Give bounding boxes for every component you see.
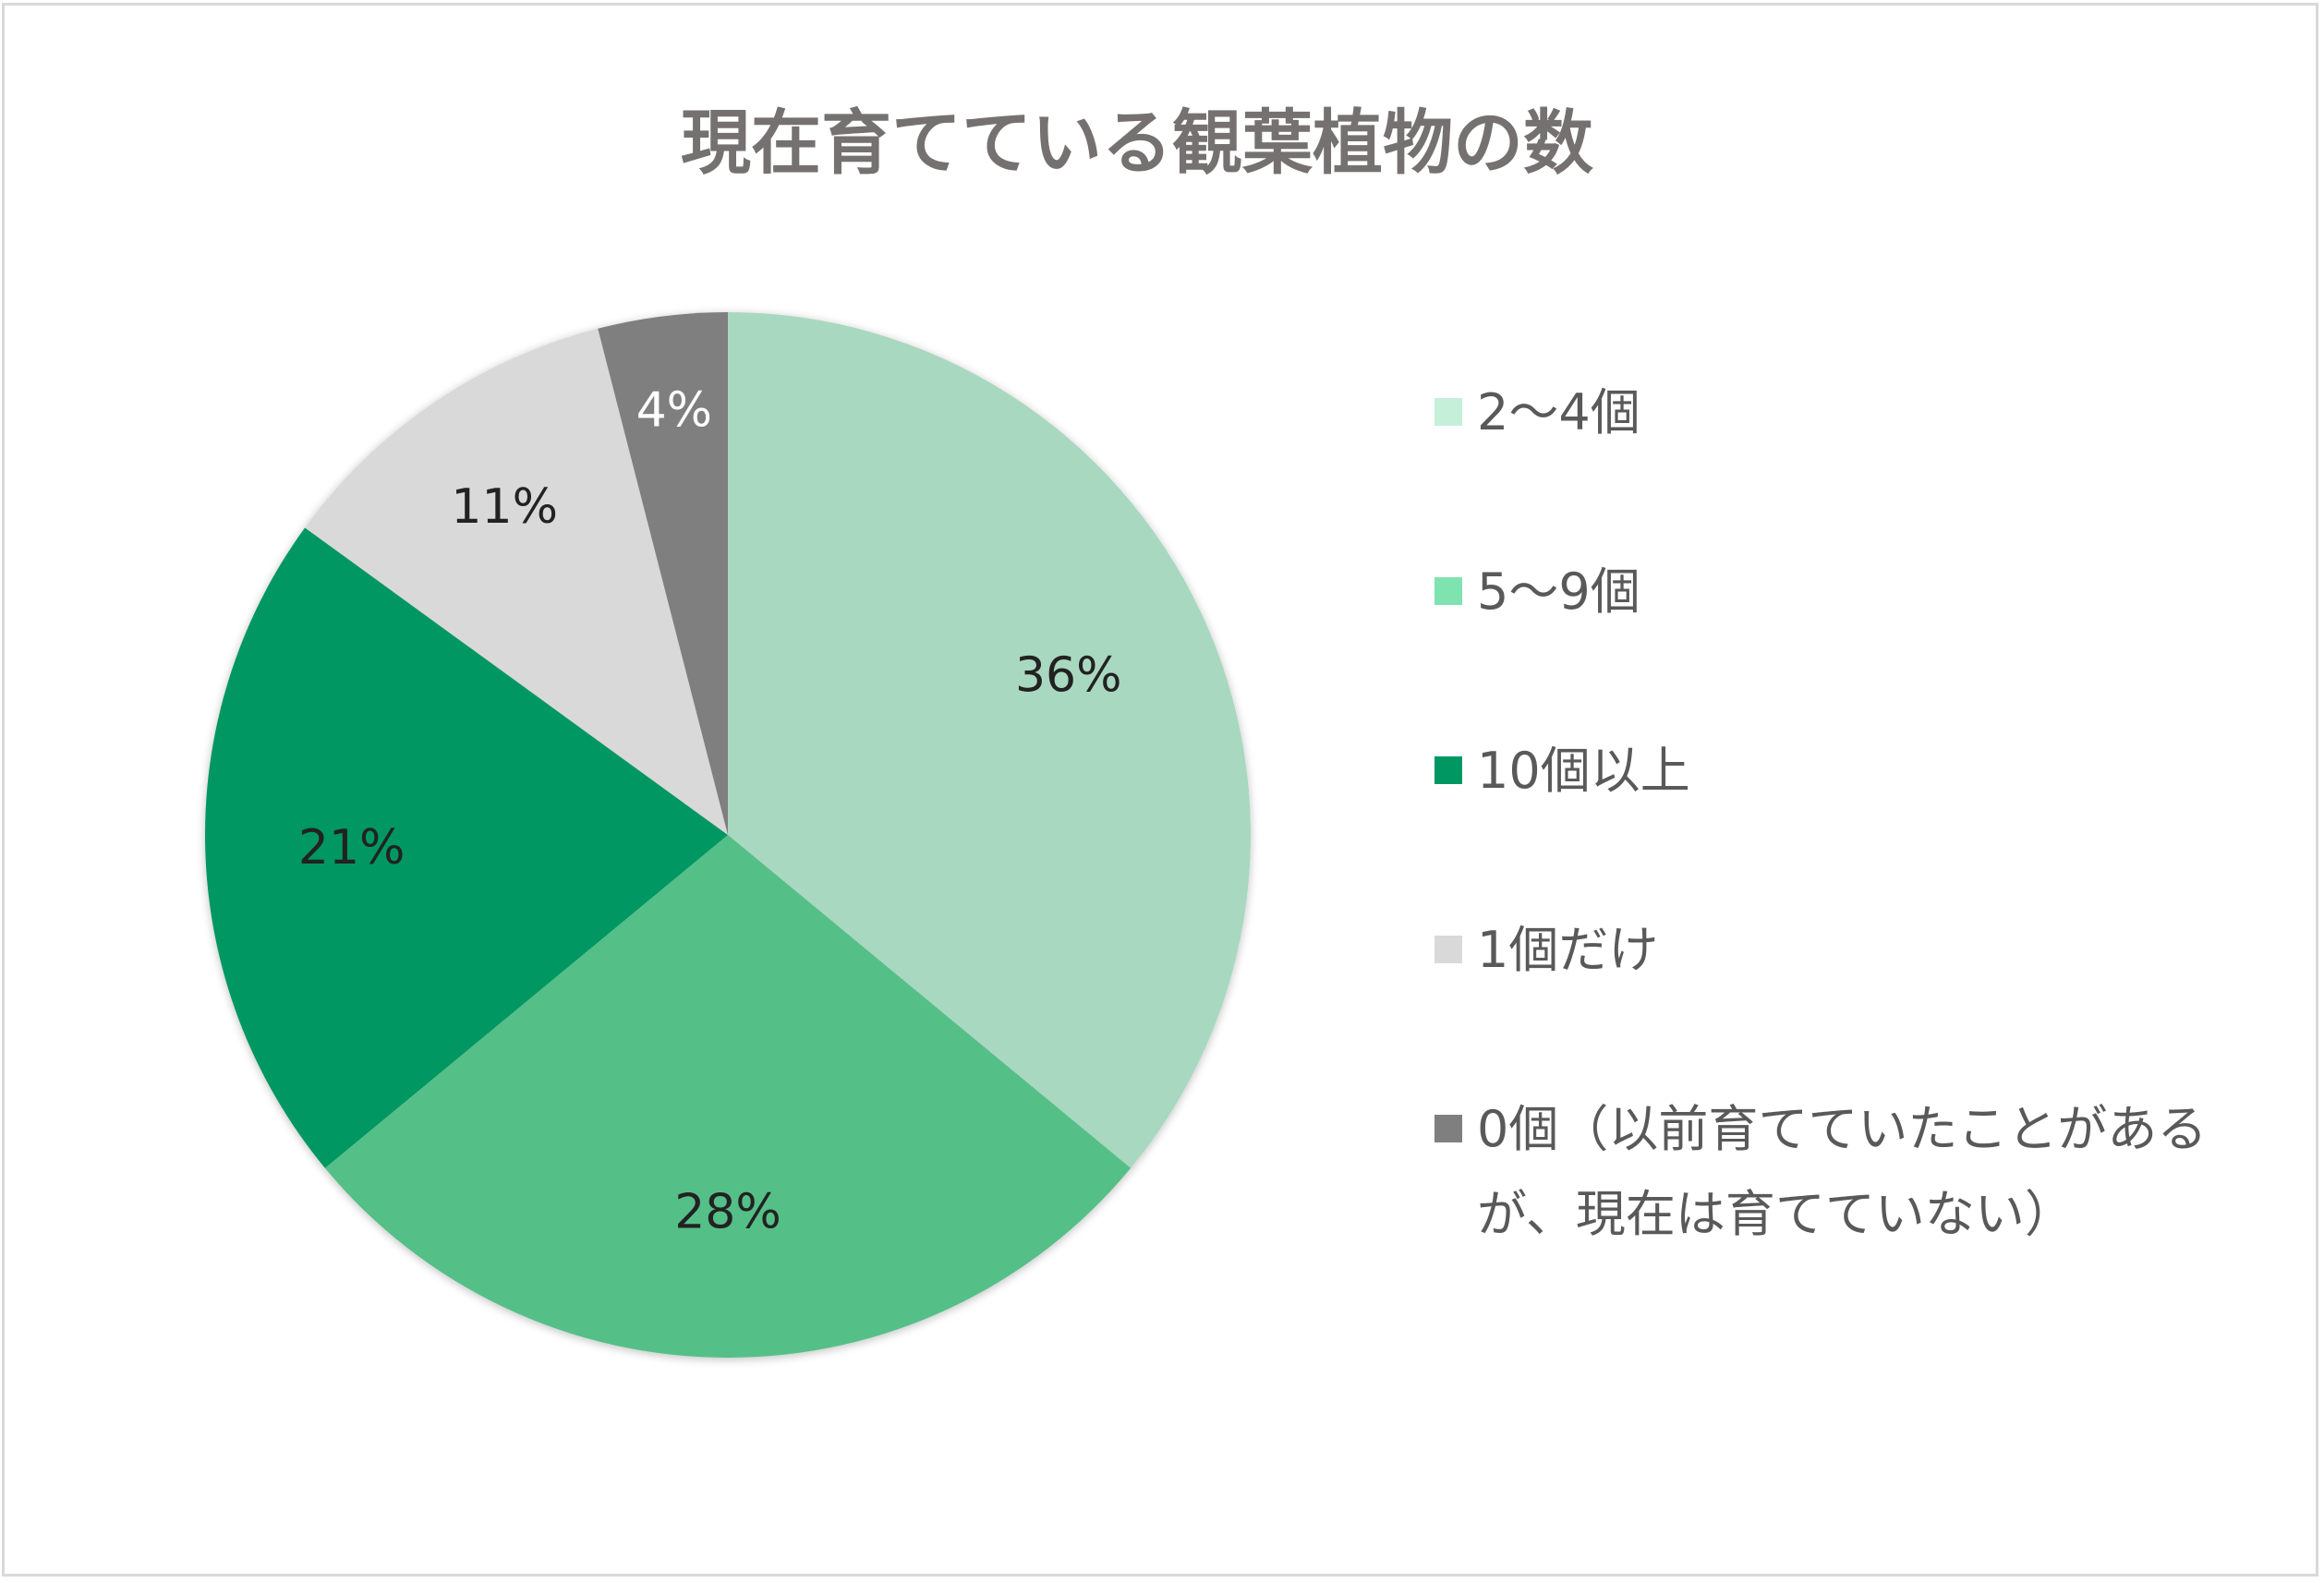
legend-swatch-2 [1434, 577, 1462, 605]
legend: 2〜4個 5〜9個 10個以上 1個だけ 0個（以前育てていたことがあるが、現在は育てて… [1434, 383, 2207, 1243]
legend-swatch-4 [1434, 936, 1462, 963]
pie-slice-5 [598, 312, 728, 835]
legend-swatch-3 [1434, 756, 1462, 784]
legend-label-4: 1個だけ [1477, 921, 1658, 979]
data-label-4: 11% [451, 479, 558, 535]
legend-swatch-5 [1434, 1115, 1462, 1142]
data-label-2: 28% [674, 1185, 781, 1240]
chart-area: 現在育てている観葉植物の数 36% 28% 21% 11% 4% 2〜4個 5〜9個 10個… [2, 3, 2318, 1577]
pie-slice-2 [324, 835, 1132, 1358]
data-label-3: 21% [298, 820, 405, 876]
data-label-1: 36% [1015, 647, 1122, 703]
pie-slice-3 [205, 527, 729, 1168]
data-labels: 36% 28% 21% 11% 4% [298, 383, 1122, 1240]
chart-title: 現在育てている観葉植物の数 [681, 102, 1593, 184]
pie-chart: 現在育てている観葉植物の数 36% 28% 21% 11% 4% 2〜4個 5〜9個 10個… [205, 102, 2207, 1358]
pie-slices [205, 312, 1251, 1358]
legend-label-5-line-1: 0個（以前育てていたことがある [1477, 1100, 2207, 1158]
pie-slice-4 [305, 328, 728, 835]
legend-label-2: 5〜9個 [1477, 562, 1640, 621]
pie-slice-1 [728, 312, 1251, 1168]
legend-label-5-line-2: が、現在は育てていない） [1477, 1185, 2075, 1243]
legend-label-1: 2〜4個 [1477, 383, 1640, 441]
data-label-5: 4% [636, 383, 713, 439]
legend-label-3: 10個以上 [1477, 742, 1690, 800]
legend-swatch-1 [1434, 398, 1462, 426]
